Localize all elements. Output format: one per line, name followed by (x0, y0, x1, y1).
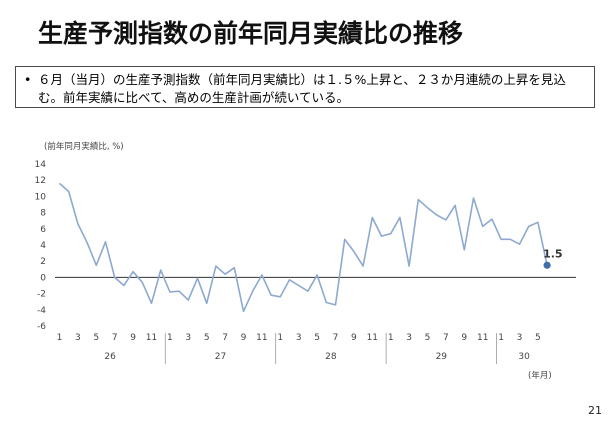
x-month-label: 9 (351, 333, 357, 343)
x-month-label: 1 (167, 333, 173, 343)
x-month-label: 3 (296, 333, 302, 343)
x-year-label: 26 (104, 352, 116, 362)
page-number: 21 (588, 404, 602, 417)
y-tick-label: 8 (40, 209, 46, 219)
x-month-label: 5 (204, 333, 210, 343)
y-tick-label: 14 (35, 160, 47, 170)
x-month-label: 3 (185, 333, 191, 343)
y-tick-label: 4 (40, 241, 46, 251)
x-month-label: 5 (535, 333, 541, 343)
y-tick-label: -4 (37, 306, 46, 316)
x-month-label: 1 (57, 333, 63, 343)
x-month-label: 5 (425, 333, 431, 343)
x-month-label: 1 (498, 333, 504, 343)
x-year-label: 29 (436, 352, 448, 362)
x-month-label: 11 (146, 333, 157, 343)
y-tick-label: 6 (40, 225, 46, 235)
x-month-label: 7 (333, 333, 339, 343)
summary-box: • ６月（当月）の生産予測指数（前年同月実績比）は１.５%上昇と、２３か月連続の… (15, 66, 595, 108)
y-tick-label: -2 (37, 290, 46, 300)
x-unit-label: (年月) (528, 371, 552, 381)
x-month-label: 3 (75, 333, 81, 343)
x-month-label: 7 (222, 333, 228, 343)
x-month-label: 11 (477, 333, 488, 343)
y-unit-label: (前年同月実績比, %) (44, 142, 124, 152)
x-month-label: 1 (277, 333, 283, 343)
x-month-label: 5 (314, 333, 320, 343)
y-tick-label: 0 (40, 273, 46, 283)
x-month-label: 7 (112, 333, 118, 343)
y-tick-label: 2 (40, 257, 46, 267)
x-month-label: 9 (130, 333, 136, 343)
page-title: 生産予測指数の前年同月実績比の推移 (38, 19, 464, 48)
x-month-label: 9 (241, 333, 247, 343)
x-month-label: 5 (93, 333, 99, 343)
bullet: • (24, 72, 32, 87)
x-month-label: 11 (256, 333, 267, 343)
summary-text: ６月（当月）の生産予測指数（前年同月実績比）は１.５%上昇と、２３か月連続の上昇… (38, 72, 566, 105)
end-value-label: 1.5 (543, 247, 563, 260)
x-year-label: 30 (518, 352, 530, 362)
x-month-label: 3 (517, 333, 523, 343)
y-tick-label: -6 (37, 322, 46, 332)
y-tick-label: 12 (35, 176, 46, 186)
x-month-label: 9 (461, 333, 467, 343)
series-line (58, 182, 548, 313)
x-month-label: 11 (367, 333, 378, 343)
x-year-label: 28 (325, 352, 337, 362)
x-month-label: 3 (406, 333, 412, 343)
x-month-label: 7 (443, 333, 449, 343)
y-tick-label: 10 (35, 192, 47, 202)
x-month-label: 1 (388, 333, 394, 343)
end-point-marker (543, 261, 551, 269)
x-year-label: 27 (215, 352, 226, 362)
